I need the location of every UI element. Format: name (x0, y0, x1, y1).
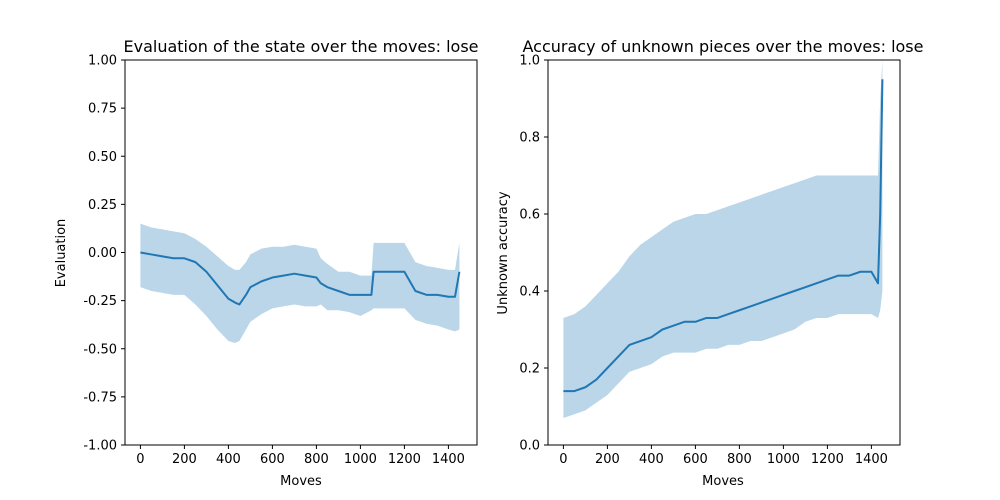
evaluation-x-tick-label: 0 (136, 452, 144, 467)
unknown-accuracy-y-tick-label: 0.8 (519, 131, 540, 146)
evaluation-x-tick-label: 1400 (432, 452, 465, 467)
unknown-accuracy-chart-title: Accuracy of unknown pieces over the move… (523, 37, 924, 56)
evaluation-y-tick-label: -1.00 (83, 439, 117, 454)
evaluation-y-tick-label: 0.50 (88, 150, 117, 165)
evaluation-chart: 0 200 400 600 800 1000 1200 1400 -1.00 -0.75 -0.5… (54, 37, 479, 489)
unknown-accuracy-x-tick-label: 1400 (855, 452, 888, 467)
unknown-accuracy-x-tick-label: 1200 (811, 452, 844, 467)
evaluation-y-tick-label: -0.50 (83, 342, 117, 357)
evaluation-x-axis-label: Moves (280, 474, 322, 489)
unknown-accuracy-y-tick-label: 1.0 (519, 54, 540, 69)
evaluation-x-tick-label: 1200 (388, 452, 421, 467)
evaluation-chart-title: Evaluation of the state over the moves: … (124, 37, 479, 56)
unknown-accuracy-y-axis-label: Unknown accuracy (496, 191, 511, 314)
evaluation-confidence-band-0 (140, 223, 460, 343)
unknown-accuracy-y-tick-label: 0.0 (519, 439, 540, 454)
evaluation-y-axis-label: Evaluation (54, 219, 69, 288)
evaluation-y-tick-label: 1.00 (88, 54, 117, 69)
evaluation-x-ticks: 0 200 400 600 800 1000 1200 1400 (136, 445, 465, 467)
unknown-accuracy-y-tick-label: 0.2 (519, 362, 540, 377)
evaluation-line-layer (140, 251, 461, 306)
unknown-accuracy-y-ticks: 0.0 0.2 0.4 0.6 0.8 1.0 (519, 54, 548, 454)
evaluation-x-tick-label: 400 (216, 452, 241, 467)
unknown-accuracy-series-line-0 (563, 79, 884, 393)
evaluation-y-tick-label: -0.75 (83, 390, 117, 405)
evaluation-y-ticks: -1.00 -0.75 -0.50 -0.25 0.00 0.25 0.50 0.75 1.00 (83, 54, 125, 454)
evaluation-x-tick-label: 1000 (344, 452, 377, 467)
evaluation-y-tick-label: -0.25 (83, 294, 117, 309)
evaluation-y-tick-label: 0.00 (88, 246, 117, 261)
unknown-accuracy-x-tick-label: 600 (683, 452, 708, 467)
unknown-accuracy-line-layer (563, 79, 884, 393)
unknown-accuracy-chart: 0 200 400 600 800 1000 1200 1400 0.00.20.40.60.… (496, 37, 923, 489)
unknown-accuracy-x-tick-label: 800 (727, 452, 752, 467)
unknown-accuracy-y-tick-label: 0.4 (519, 285, 540, 300)
unknown-accuracy-y-tick-label: 0.6 (519, 208, 540, 223)
unknown-accuracy-x-ticks: 0 200 400 600 800 1000 1200 1400 (559, 445, 888, 467)
evaluation-x-tick-label: 600 (260, 452, 285, 467)
evaluation-x-tick-label: 200 (172, 452, 197, 467)
evaluation-series-line-0 (140, 251, 461, 306)
unknown-accuracy-plot-frame (547, 59, 901, 446)
unknown-accuracy-x-tick-label: 1000 (767, 452, 800, 467)
evaluation-x-tick-label: 800 (304, 452, 329, 467)
unknown-accuracy-x-tick-label: 400 (639, 452, 664, 467)
evaluation-band-layer (140, 223, 460, 343)
unknown-accuracy-confidence-band-0 (563, 60, 883, 419)
unknown-accuracy-band-layer (563, 60, 883, 419)
evaluation-y-tick-label: 0.75 (88, 102, 117, 117)
unknown-accuracy-x-tick-label: 200 (595, 452, 620, 467)
evaluation-y-tick-label: 0.25 (88, 198, 117, 213)
unknown-accuracy-x-axis-label: Moves (702, 474, 744, 489)
unknown-accuracy-x-tick-label: 0 (559, 452, 567, 467)
